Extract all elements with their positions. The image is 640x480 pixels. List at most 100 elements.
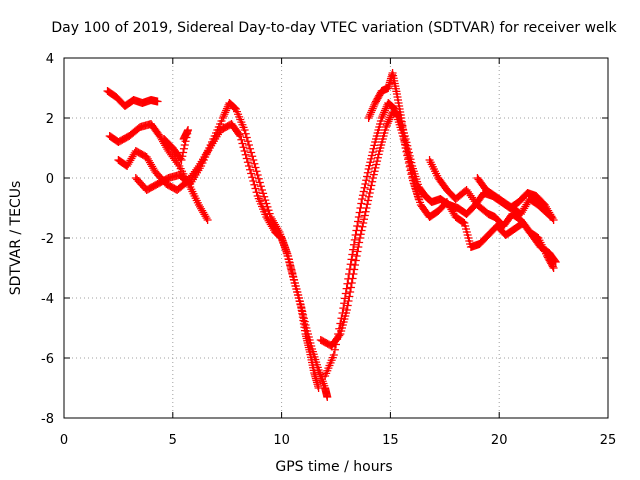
point-track-7-1-4 <box>334 330 343 338</box>
point-track-8-7-4 <box>404 159 413 167</box>
point-track-4-11-2 <box>242 133 251 142</box>
series-track-5 <box>160 126 193 164</box>
point-track-6-5-6 <box>360 211 369 220</box>
point-track-6-9-3 <box>384 117 393 126</box>
point-track-6-4-7 <box>355 238 364 247</box>
point-track-5-4-0 <box>179 135 188 143</box>
point-track-3-13-0 <box>244 162 253 170</box>
point-track-6-6-7 <box>368 177 377 186</box>
point-track-2-9-7 <box>202 214 211 223</box>
point-track-7-8-5 <box>381 104 390 113</box>
point-track-3-12-7 <box>243 158 252 167</box>
point-track-6-5-3 <box>358 222 367 231</box>
point-track-4-18-3 <box>297 304 306 313</box>
point-track-4-8-4 <box>222 106 231 115</box>
point-track-6-7-5 <box>373 157 382 166</box>
point-track-7-3-1 <box>345 265 354 274</box>
point-track-4-13-3 <box>261 196 270 205</box>
y-tick-label-6: 4 <box>46 52 54 67</box>
point-track-7-1-3 <box>333 335 342 344</box>
point-track-6-4-5 <box>353 247 362 256</box>
point-track-3-13-2 <box>247 169 256 178</box>
point-track-7-4-5 <box>355 208 364 217</box>
point-track-4-18-7 <box>300 317 309 326</box>
point-track-10-8-7 <box>546 212 555 221</box>
point-track-8-7-1 <box>402 147 411 156</box>
point-track-7-5-2 <box>359 187 368 196</box>
x-tick-label-1: 5 <box>169 433 177 448</box>
point-track-7-1-2 <box>332 340 340 349</box>
point-track-4-11-4 <box>244 141 253 149</box>
point-track-7-8-0 <box>377 114 386 122</box>
point-track-6-7-1 <box>369 170 378 179</box>
point-track-3-12-2 <box>238 139 247 148</box>
y-tick-label-5: 2 <box>46 112 54 127</box>
point-track-4-9-7 <box>231 104 240 113</box>
x-tick-label-0: 0 <box>60 433 68 448</box>
point-track-8-7-2 <box>403 151 412 160</box>
point-track-7-2-1 <box>339 304 348 313</box>
point-track-4-14-7 <box>274 226 283 235</box>
point-track-7-4-1 <box>352 226 361 235</box>
point-track-6-5-1 <box>356 230 365 239</box>
point-track-3-13-7 <box>252 188 261 197</box>
point-track-8-0-6 <box>369 102 378 111</box>
series-track-7 <box>321 99 560 380</box>
point-track-6-6-2 <box>364 196 373 205</box>
x-tick-label-3: 15 <box>382 433 399 448</box>
point-track-7-3-3 <box>347 255 356 264</box>
point-track-4-13-2 <box>260 192 269 201</box>
point-track-7-2-0 <box>338 309 347 317</box>
point-track-3-13-5 <box>250 180 259 189</box>
point-track-4-12-7 <box>256 182 265 191</box>
point-track-6-4-3 <box>351 256 360 265</box>
grid-lines <box>64 58 608 418</box>
point-track-6-9-0 <box>382 123 391 131</box>
point-track-7-6-7 <box>370 141 379 150</box>
point-track-8-7-3 <box>404 155 413 164</box>
point-track-7-6-3 <box>367 154 376 163</box>
point-track-5-2-1 <box>178 152 187 161</box>
point-track-4-23-0 <box>323 393 332 401</box>
point-track-4-9-6 <box>230 103 239 112</box>
point-track-7-9-7 <box>389 104 398 113</box>
point-track-7-2-3 <box>340 294 349 303</box>
point-track-6-3-0 <box>342 306 351 314</box>
point-track-1-6-0 <box>153 97 162 106</box>
point-track-3-12-5 <box>241 150 250 159</box>
point-track-4-11-3 <box>243 137 252 146</box>
point-track-4-11-1 <box>241 129 250 138</box>
point-track-5-2-3 <box>179 144 188 153</box>
point-track-4-8-0 <box>218 114 227 122</box>
point-track-8-0-7 <box>370 100 379 109</box>
point-track-7-2-4 <box>341 289 350 298</box>
point-track-7-5-3 <box>360 183 369 192</box>
point-track-7-3-4 <box>348 250 357 259</box>
point-track-4-13-1 <box>259 189 268 198</box>
point-track-7-5-0 <box>358 195 367 203</box>
point-track-4-13-5 <box>263 202 272 211</box>
point-track-7-3-2 <box>346 260 355 269</box>
data-points <box>103 69 560 401</box>
point-track-7-1-0 <box>329 351 338 359</box>
point-track-5-2-2 <box>179 148 188 157</box>
point-track-6-5-0 <box>355 234 364 242</box>
point-track-4-12-2 <box>251 163 260 172</box>
point-track-4-12-3 <box>252 167 261 176</box>
x-tick-label-2: 10 <box>273 433 290 448</box>
y-tick-label-2: -4 <box>41 292 54 307</box>
point-track-2-10-0 <box>203 216 212 224</box>
point-track-3-11-7 <box>235 130 244 139</box>
point-track-7-4-2 <box>353 222 362 230</box>
point-track-8-0-5 <box>368 104 377 113</box>
point-track-4-11-7 <box>248 152 257 161</box>
point-track-7-4-4 <box>354 213 363 221</box>
point-track-7-1-7 <box>337 314 346 323</box>
point-track-7-2-6 <box>343 279 352 288</box>
point-track-6-6-1 <box>363 200 372 209</box>
point-track-7-1-1 <box>330 345 339 354</box>
point-track-3-12-6 <box>242 154 251 163</box>
point-track-6-7-0 <box>368 174 377 182</box>
point-track-6-7-2 <box>370 167 379 176</box>
series-track-6 <box>316 108 558 350</box>
